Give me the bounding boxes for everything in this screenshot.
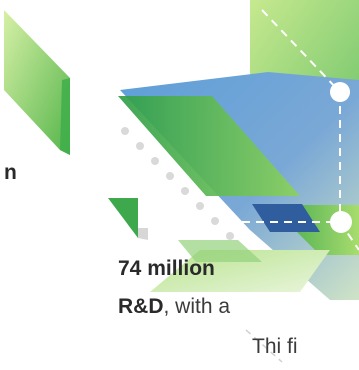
- green-parallelogram: [118, 96, 300, 196]
- text-fragment-4: Thi fi: [252, 335, 298, 358]
- node-circle-top: [330, 82, 350, 102]
- dotted-diagonal: [121, 127, 234, 240]
- text-fragment-1: n: [4, 161, 17, 184]
- left-green-strip: [4, 10, 70, 155]
- text-fragment-3: R&D, with a: [118, 295, 231, 318]
- node-circle-bottom: [330, 211, 352, 233]
- small-green-triangle: [108, 198, 138, 238]
- text-fragment-2: 74 million: [118, 257, 215, 280]
